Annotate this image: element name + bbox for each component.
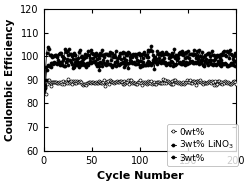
0wt% [227, 81, 230, 83]
3wt% [219, 59, 222, 61]
Line: 0wt%: 0wt% [43, 77, 237, 95]
3wt% [234, 53, 238, 55]
3wt% [51, 56, 54, 58]
0wt% [80, 80, 83, 83]
3wt% [43, 84, 46, 86]
X-axis label: Cycle Number: Cycle Number [96, 171, 183, 181]
Line: 3wt%: 3wt% [43, 44, 237, 87]
Line: 3wt% LiNO$_3$: 3wt% LiNO$_3$ [43, 56, 237, 89]
3wt% LiNO$_3$ [51, 62, 54, 64]
0wt% [52, 81, 55, 84]
3wt% [79, 48, 82, 51]
3wt% LiNO$_3$ [79, 61, 82, 64]
3wt% LiNO$_3$ [43, 87, 46, 89]
3wt% LiNO$_3$ [95, 65, 98, 67]
3wt% LiNO$_3$ [234, 60, 238, 62]
0wt% [220, 81, 223, 83]
3wt% LiNO$_3$ [226, 65, 229, 67]
0wt% [162, 77, 164, 80]
0wt% [56, 81, 59, 84]
Y-axis label: Coulombic Efficiency: Coulombic Efficiency [5, 19, 15, 141]
0wt% [95, 82, 98, 84]
3wt% [94, 52, 97, 54]
3wt% LiNO$_3$ [219, 65, 222, 67]
Legend: 0wt%, 3wt% LiNO$_3$, 3wt%: 0wt%, 3wt% LiNO$_3$, 3wt% [168, 124, 238, 166]
3wt% [55, 54, 58, 56]
0wt% [43, 86, 46, 88]
3wt% LiNO$_3$ [91, 57, 94, 59]
3wt% LiNO$_3$ [55, 62, 58, 64]
0wt% [234, 82, 238, 85]
3wt% [150, 45, 153, 47]
3wt% [226, 50, 229, 52]
0wt% [44, 93, 47, 95]
